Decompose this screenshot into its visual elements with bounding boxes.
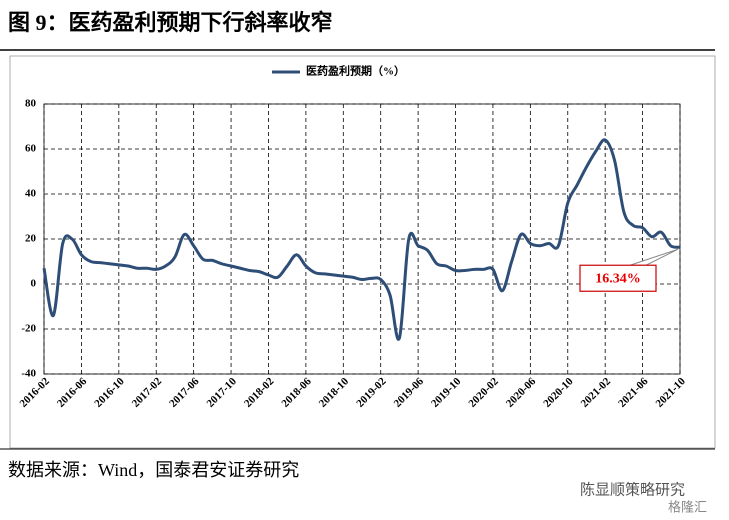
y-tick-label: 20 [25,233,37,245]
x-tick-label: 2021-10 [653,375,688,410]
x-tick-label: 2019-10 [429,375,464,410]
x-tick-label: 2016-10 [92,375,127,410]
x-tick-label: 2016-06 [55,375,90,410]
x-tick-label: 2018-06 [279,375,314,410]
data-label: 16.34% [595,271,641,286]
y-tick-label: 80 [25,98,37,110]
y-tick-label: 60 [25,143,37,155]
watermark: 格隆汇 [668,500,707,516]
source: 数据来源：Wind，国泰君安证券研究 [8,460,299,480]
chart-frame [9,55,716,449]
watermark: 陈显顺策略研究 [580,481,685,499]
legend-label: 医药盈利预期（%） [306,64,405,78]
x-tick-label: 2019-02 [354,375,389,410]
x-tick-label: 2020-10 [541,375,576,410]
x-tick-label: 2020-06 [504,375,539,410]
callout-box [579,264,657,292]
x-tick-label: 2018-02 [242,375,277,410]
x-tick-label: 2020-02 [466,375,501,410]
x-tick-label: 2021-06 [616,375,651,410]
x-tick-label: 2017-06 [167,375,202,410]
chart-title: 图 9：医药盈利预期下行斜率收窄 [8,10,333,35]
x-tick-label: 2021-02 [579,375,614,410]
x-tick-label: 2017-10 [205,375,240,410]
callout [629,248,679,266]
x-tick-label: 2018-10 [317,375,352,410]
y-tick-label: 40 [25,188,37,200]
x-tick-label: 2019-06 [392,375,427,410]
y-tick-label: 0 [31,278,37,290]
y-tick-label: -20 [21,323,36,335]
x-tick-label: 2016-02 [17,375,52,410]
x-tick-label: 2017-02 [130,375,165,410]
line [42,138,681,341]
y-tick-label: -40 [21,368,36,380]
